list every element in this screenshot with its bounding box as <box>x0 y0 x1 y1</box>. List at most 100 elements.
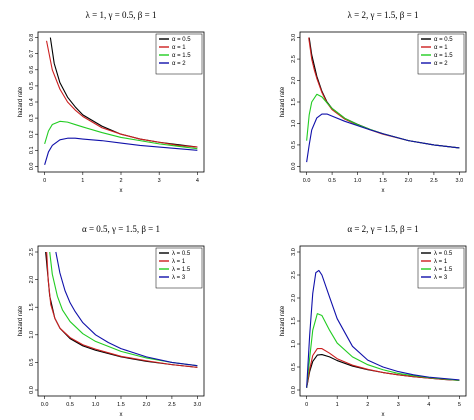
x-tick-label: 0.0 <box>41 402 49 408</box>
series-line-3 <box>49 251 198 367</box>
chart-panel-1: λ = 1, γ = 0.5, β = 1 0 1 2 3 4 0.0 0.1 0.2 0.3 0.… <box>18 10 205 194</box>
y-tick-label: 0.4 <box>29 98 35 106</box>
x-tick-label: 0.0 <box>303 178 311 184</box>
y-tick-label: 0.5 <box>29 359 35 367</box>
y-tick-label: 0.0 <box>291 163 297 171</box>
legend-box <box>155 247 203 289</box>
y-tick-label: 2.5 <box>291 271 297 279</box>
legend: λ = 0.5 λ = 1 λ = 1.5 λ = 3 <box>155 247 203 289</box>
series-line-3 <box>44 120 198 150</box>
series-line-4 <box>55 251 198 367</box>
legend-entry-1: α = 0.5 <box>172 37 191 43</box>
y-tick-label: 0.1 <box>29 146 35 154</box>
legend: α = 0.5 α = 1 α = 1.5 α = 2 <box>417 33 465 75</box>
x-axis-label: x <box>382 412 385 418</box>
legend-entry-2: λ = 1 <box>434 259 448 265</box>
series-line-2 <box>46 40 198 148</box>
y-tick-label: 0.5 <box>29 82 35 90</box>
chart-title: α = 2, γ = 1.5, β = 1 <box>347 224 418 234</box>
x-tick-label: 2 <box>366 402 369 408</box>
legend-entry-2: α = 1 <box>434 45 448 51</box>
series-line-4 <box>306 113 460 163</box>
series-line-1 <box>306 354 460 388</box>
y-tick-label: 0.2 <box>29 130 35 138</box>
chart-panel-3: α = 0.5, γ = 1.5, β = 1 0.0 0.5 1.0 1.5 2.0 2.… <box>18 224 205 418</box>
y-tick-label: 1.0 <box>291 120 297 128</box>
legend-entry-3: λ = 1.5 <box>434 267 453 273</box>
y-tick-label: 3.0 <box>291 34 297 42</box>
y-tick-label: 0.6 <box>29 66 35 74</box>
legend-entry-4: α = 2 <box>172 61 186 67</box>
legend-box <box>155 33 203 75</box>
y-tick-label: 1.5 <box>291 98 297 106</box>
legend-entry-4: α = 2 <box>434 61 448 67</box>
x-axis-label: x <box>120 188 123 194</box>
x-tick-label: 1.0 <box>354 178 362 184</box>
chart-title: λ = 2, γ = 1.5, β = 1 <box>348 10 419 20</box>
legend-entry-3: λ = 1.5 <box>172 267 191 273</box>
legend-entry-1: α = 0.5 <box>434 37 453 43</box>
y-axis-label: hazard rate <box>280 305 286 336</box>
legend-entry-3: α = 1.5 <box>172 53 191 59</box>
x-tick-label: 1 <box>81 178 84 184</box>
y-tick-label: 0.5 <box>291 141 297 149</box>
series-group <box>44 37 198 165</box>
series-line-4 <box>306 269 460 388</box>
legend-box <box>417 33 465 75</box>
x-tick-label: 0.5 <box>66 402 74 408</box>
chart-title: λ = 1, γ = 0.5, β = 1 <box>86 10 157 20</box>
y-tick-label: 2.0 <box>291 77 297 85</box>
x-tick-label: 3.0 <box>194 402 202 408</box>
legend-entry-2: α = 1 <box>172 45 186 51</box>
series-line-3 <box>306 93 460 149</box>
y-tick-label: 1.0 <box>29 331 35 339</box>
y-tick-label: 2.5 <box>291 55 297 63</box>
x-tick-label: 2.5 <box>430 178 438 184</box>
x-tick-label: 0 <box>43 178 46 184</box>
x-tick-label: 4 <box>427 402 430 408</box>
x-tick-label: 2.0 <box>405 178 413 184</box>
y-tick-label: 0.5 <box>291 363 297 371</box>
chart-panel-4: α = 2, γ = 1.5, β = 1 0 1 2 3 4 5 0.0 0.5 1.0 1.5 2… <box>280 224 467 418</box>
legend-entry-4: λ = 3 <box>172 275 186 281</box>
y-tick-label: 1.5 <box>291 317 297 325</box>
y-tick-label: 0.7 <box>29 50 35 58</box>
x-tick-label: 3 <box>158 178 161 184</box>
y-tick-label: 0.3 <box>29 114 35 122</box>
x-tick-label: 0 <box>305 402 308 408</box>
y-tick-label: 2.0 <box>29 276 35 284</box>
chart-panel-2: λ = 2, γ = 1.5, β = 1 0.0 0.5 1.0 1.5 2.0 2.5 3… <box>280 10 467 194</box>
legend-entry-2: λ = 1 <box>172 259 186 265</box>
x-tick-label: 1.5 <box>379 178 387 184</box>
y-tick-label: 2.5 <box>29 248 35 256</box>
legend-entry-4: λ = 3 <box>434 275 448 281</box>
legend: λ = 0.5 λ = 1 λ = 1.5 λ = 3 <box>417 247 465 289</box>
legend-box <box>417 247 465 289</box>
legend-entry-1: λ = 0.5 <box>172 251 191 257</box>
y-axis-label: hazard rate <box>18 86 24 117</box>
series-group <box>306 37 460 163</box>
x-axis-label: x <box>120 412 123 418</box>
x-tick-label: 2.5 <box>168 402 176 408</box>
y-tick-label: 1.0 <box>291 340 297 348</box>
x-tick-label: 0.5 <box>328 178 336 184</box>
x-tick-label: 1 <box>336 402 339 408</box>
chart-title: α = 0.5, γ = 1.5, β = 1 <box>82 224 160 234</box>
x-tick-label: 2 <box>119 178 122 184</box>
y-tick-label: 0.0 <box>29 386 35 394</box>
x-tick-label: 4 <box>196 178 199 184</box>
y-axis-label: hazard rate <box>280 86 286 117</box>
x-tick-label: 1.5 <box>117 402 125 408</box>
x-tick-label: 2.0 <box>143 402 151 408</box>
y-tick-label: 3.0 <box>291 248 297 256</box>
y-tick-label: 0.8 <box>29 34 35 42</box>
legend-entry-3: α = 1.5 <box>434 53 453 59</box>
y-tick-label: 1.5 <box>29 303 35 311</box>
legend-entry-1: λ = 0.5 <box>434 251 453 257</box>
y-tick-label: 0.0 <box>291 386 297 394</box>
x-axis-label: x <box>382 188 385 194</box>
series-line-3 <box>306 313 460 388</box>
x-tick-label: 3.0 <box>456 178 464 184</box>
x-tick-label: 5 <box>458 402 461 408</box>
series-line-4 <box>44 137 198 165</box>
